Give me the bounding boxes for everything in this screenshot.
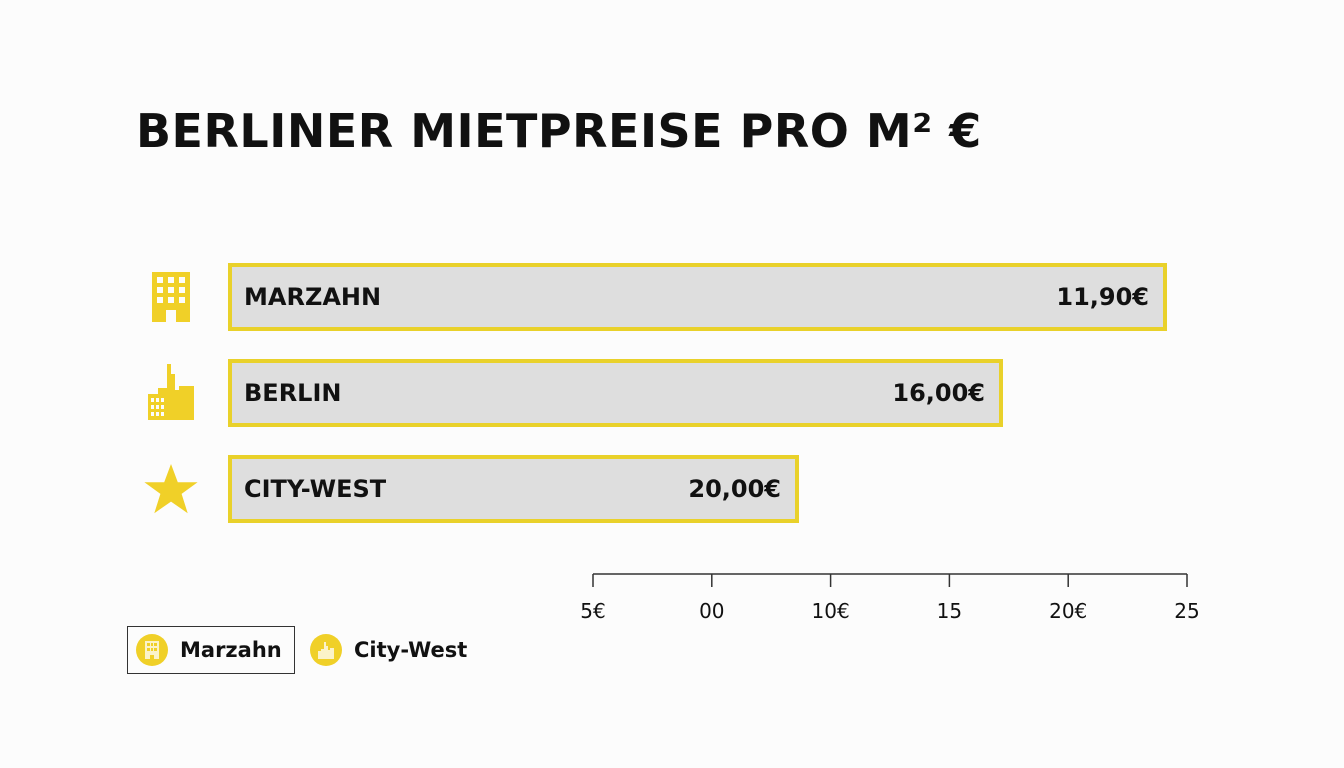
building-icon (136, 634, 168, 666)
x-tick-label: 15 (937, 599, 962, 623)
bar-marzahn: MARZAHN 11,90€ (228, 263, 1167, 331)
building-icon (152, 272, 190, 322)
bar-value-berlin: 16,00€ (892, 379, 985, 407)
bar-berlin: BERLIN 16,00€ (228, 359, 1003, 427)
legend-label-city-west: City-West (354, 638, 468, 662)
x-axis: 5€ 00 10€ 15 20€ 25 (580, 573, 1200, 623)
legend-label-marzahn: Marzahn (180, 638, 282, 662)
chart-title: BERLINER MIETPREISE PRO M² € (136, 104, 982, 158)
bar-value-city-west: 20,00€ (688, 475, 781, 503)
x-tick-label: 00 (699, 599, 724, 623)
x-tick-label: 10€ (812, 599, 850, 623)
legend-item-city-west: City-West (304, 626, 473, 674)
x-tick-label: 5€ (580, 599, 605, 623)
bar-label-marzahn: MARZAHN (244, 283, 382, 311)
legend-item-marzahn: Marzahn (127, 626, 295, 674)
x-tick-label: 20€ (1049, 599, 1087, 623)
bar-label-city-west: CITY-WEST (244, 475, 387, 503)
bar-value-marzahn: 11,90€ (1056, 283, 1149, 311)
city-skyline-icon (148, 364, 194, 420)
city-skyline-icon (310, 634, 342, 666)
star-icon (144, 464, 198, 514)
bar-city-west: CITY-WEST 20,00€ (228, 455, 799, 523)
bar-label-berlin: BERLIN (244, 379, 342, 407)
x-tick-label: 25 (1174, 599, 1199, 623)
